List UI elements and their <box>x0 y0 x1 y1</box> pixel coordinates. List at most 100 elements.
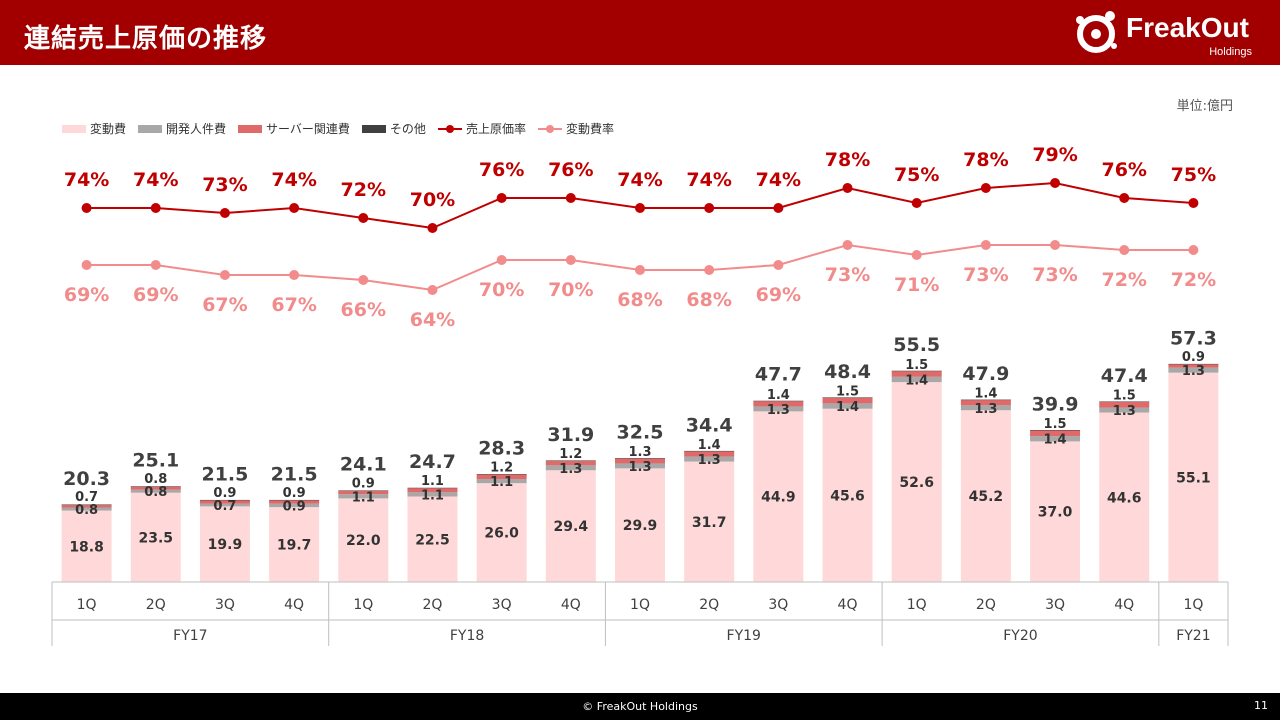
bar-value-label: 1.1 <box>352 490 375 505</box>
bar-segment <box>1168 367 1219 373</box>
legend-item-dev: 開発人件費 <box>138 120 226 137</box>
legend-swatch <box>361 124 386 133</box>
bar-segment <box>960 410 1011 582</box>
rate-label: 68% <box>617 289 662 311</box>
bar-segment <box>1030 430 1081 431</box>
bar-value-label: 37.0 <box>1038 505 1073 521</box>
x-group-label: FY18 <box>450 628 484 644</box>
legend-label: 売上原価率 <box>465 122 526 136</box>
bar-segment <box>684 461 735 582</box>
legend-label: サーバー関連費 <box>266 122 350 136</box>
rate-label: 74% <box>271 169 316 191</box>
bar-value-label: 0.8 <box>144 485 167 500</box>
bar-total-label: 47.9 <box>962 363 1009 385</box>
bar-value-label: 1.1 <box>490 475 513 490</box>
legend-swatch <box>437 124 462 134</box>
bar-value-label: 1.1 <box>421 474 444 489</box>
bar-segment <box>891 370 942 372</box>
rate-label: 66% <box>341 299 386 321</box>
bar-total-label: 32.5 <box>617 422 664 444</box>
rate-label: 75% <box>894 164 939 186</box>
legend-label: 変動費 <box>90 122 127 136</box>
bar-segment <box>545 460 596 466</box>
x-tick-label: 2Q <box>699 597 719 613</box>
bar-segment <box>753 411 804 582</box>
bar-segment <box>61 510 112 582</box>
bar-value-label: 1.4 <box>836 400 859 415</box>
bar-total-label: 28.3 <box>478 437 525 459</box>
bar-total-label: 55.5 <box>893 334 940 356</box>
bar-segment <box>822 408 873 582</box>
bar-segment <box>615 463 665 469</box>
rate-point <box>704 265 715 275</box>
bar-segment <box>753 401 804 407</box>
bar-segment <box>269 500 320 504</box>
bar-segment <box>269 499 320 501</box>
bar-total-label: 31.9 <box>547 424 594 446</box>
bar-segment <box>130 489 181 493</box>
bar-value-label: 0.9 <box>213 486 236 501</box>
bar-segment <box>615 468 665 582</box>
chart-legend: 変動費 開発人件費 サーバー関連費 その他 売上原価率 変動費率 <box>62 120 614 137</box>
rate-point <box>150 260 161 270</box>
bar-value-label: 0.9 <box>1182 350 1205 365</box>
bar-value-label: 0.9 <box>352 477 375 492</box>
rate-label: 71% <box>894 274 939 296</box>
bar-value-label: 1.4 <box>905 373 928 388</box>
bar-total-label: 21.5 <box>201 463 248 485</box>
bar-segment <box>753 406 804 412</box>
rate-point <box>358 275 369 285</box>
rate-point <box>773 203 784 213</box>
bar-segment <box>199 506 250 582</box>
unit-label: 単位:億円 <box>1176 99 1233 114</box>
bar-value-label: 1.3 <box>767 403 790 418</box>
rate-point <box>427 223 438 233</box>
bar-value-label: 1.5 <box>905 358 928 373</box>
rate-label: 79% <box>1032 144 1077 166</box>
bar-segment <box>684 456 735 462</box>
bar-value-label: 1.3 <box>628 445 651 460</box>
legend-label: その他 <box>389 122 426 136</box>
rate-point <box>427 285 438 295</box>
bar-value-label: 1.4 <box>974 387 997 402</box>
bar-value-label: 1.3 <box>974 402 997 417</box>
rate-point <box>980 240 991 250</box>
x-tick-label: 1Q <box>907 597 927 613</box>
bar-segment <box>1099 401 1150 408</box>
rate-point <box>1050 178 1061 188</box>
bar-segment <box>199 500 250 504</box>
bar-total-label: 20.3 <box>63 468 110 490</box>
rate-point <box>219 208 230 218</box>
bar-segment <box>476 483 527 582</box>
rate-point <box>81 203 92 213</box>
rate-label: 73% <box>825 264 870 286</box>
logo-subtext: Holdings <box>1209 46 1252 58</box>
bar-segment <box>822 397 873 398</box>
rate-point <box>911 250 922 260</box>
bar-value-label: 55.1 <box>1176 470 1211 486</box>
rate-label: 69% <box>64 284 109 306</box>
bar-value-label: 0.8 <box>75 503 98 518</box>
rate-label: 76% <box>548 159 593 181</box>
bar-value-label: 26.0 <box>484 526 519 542</box>
bar-value-label: 0.9 <box>283 486 306 501</box>
x-tick-label: 3Q <box>768 597 788 613</box>
rate-point <box>1188 198 1199 208</box>
x-tick-label: 4Q <box>1114 597 1134 613</box>
bar-value-label: 22.0 <box>346 533 381 549</box>
bar-value-label: 1.4 <box>1044 433 1067 448</box>
bar-value-label: 1.2 <box>559 447 582 462</box>
rate-point <box>635 203 645 213</box>
x-group-label: FY17 <box>173 628 207 644</box>
x-tick-label: 1Q <box>1183 597 1203 613</box>
rate-point <box>773 260 784 270</box>
x-tick-label: 2Q <box>423 597 443 613</box>
bar-segment <box>476 479 527 484</box>
bar-segment <box>407 496 458 582</box>
legend-swatch <box>238 124 263 133</box>
rate-point <box>980 183 991 193</box>
bar-total-label: 57.3 <box>1170 327 1217 349</box>
rate-point <box>842 183 853 193</box>
bar-value-label: 44.6 <box>1107 490 1142 506</box>
bar-segment <box>615 458 665 464</box>
